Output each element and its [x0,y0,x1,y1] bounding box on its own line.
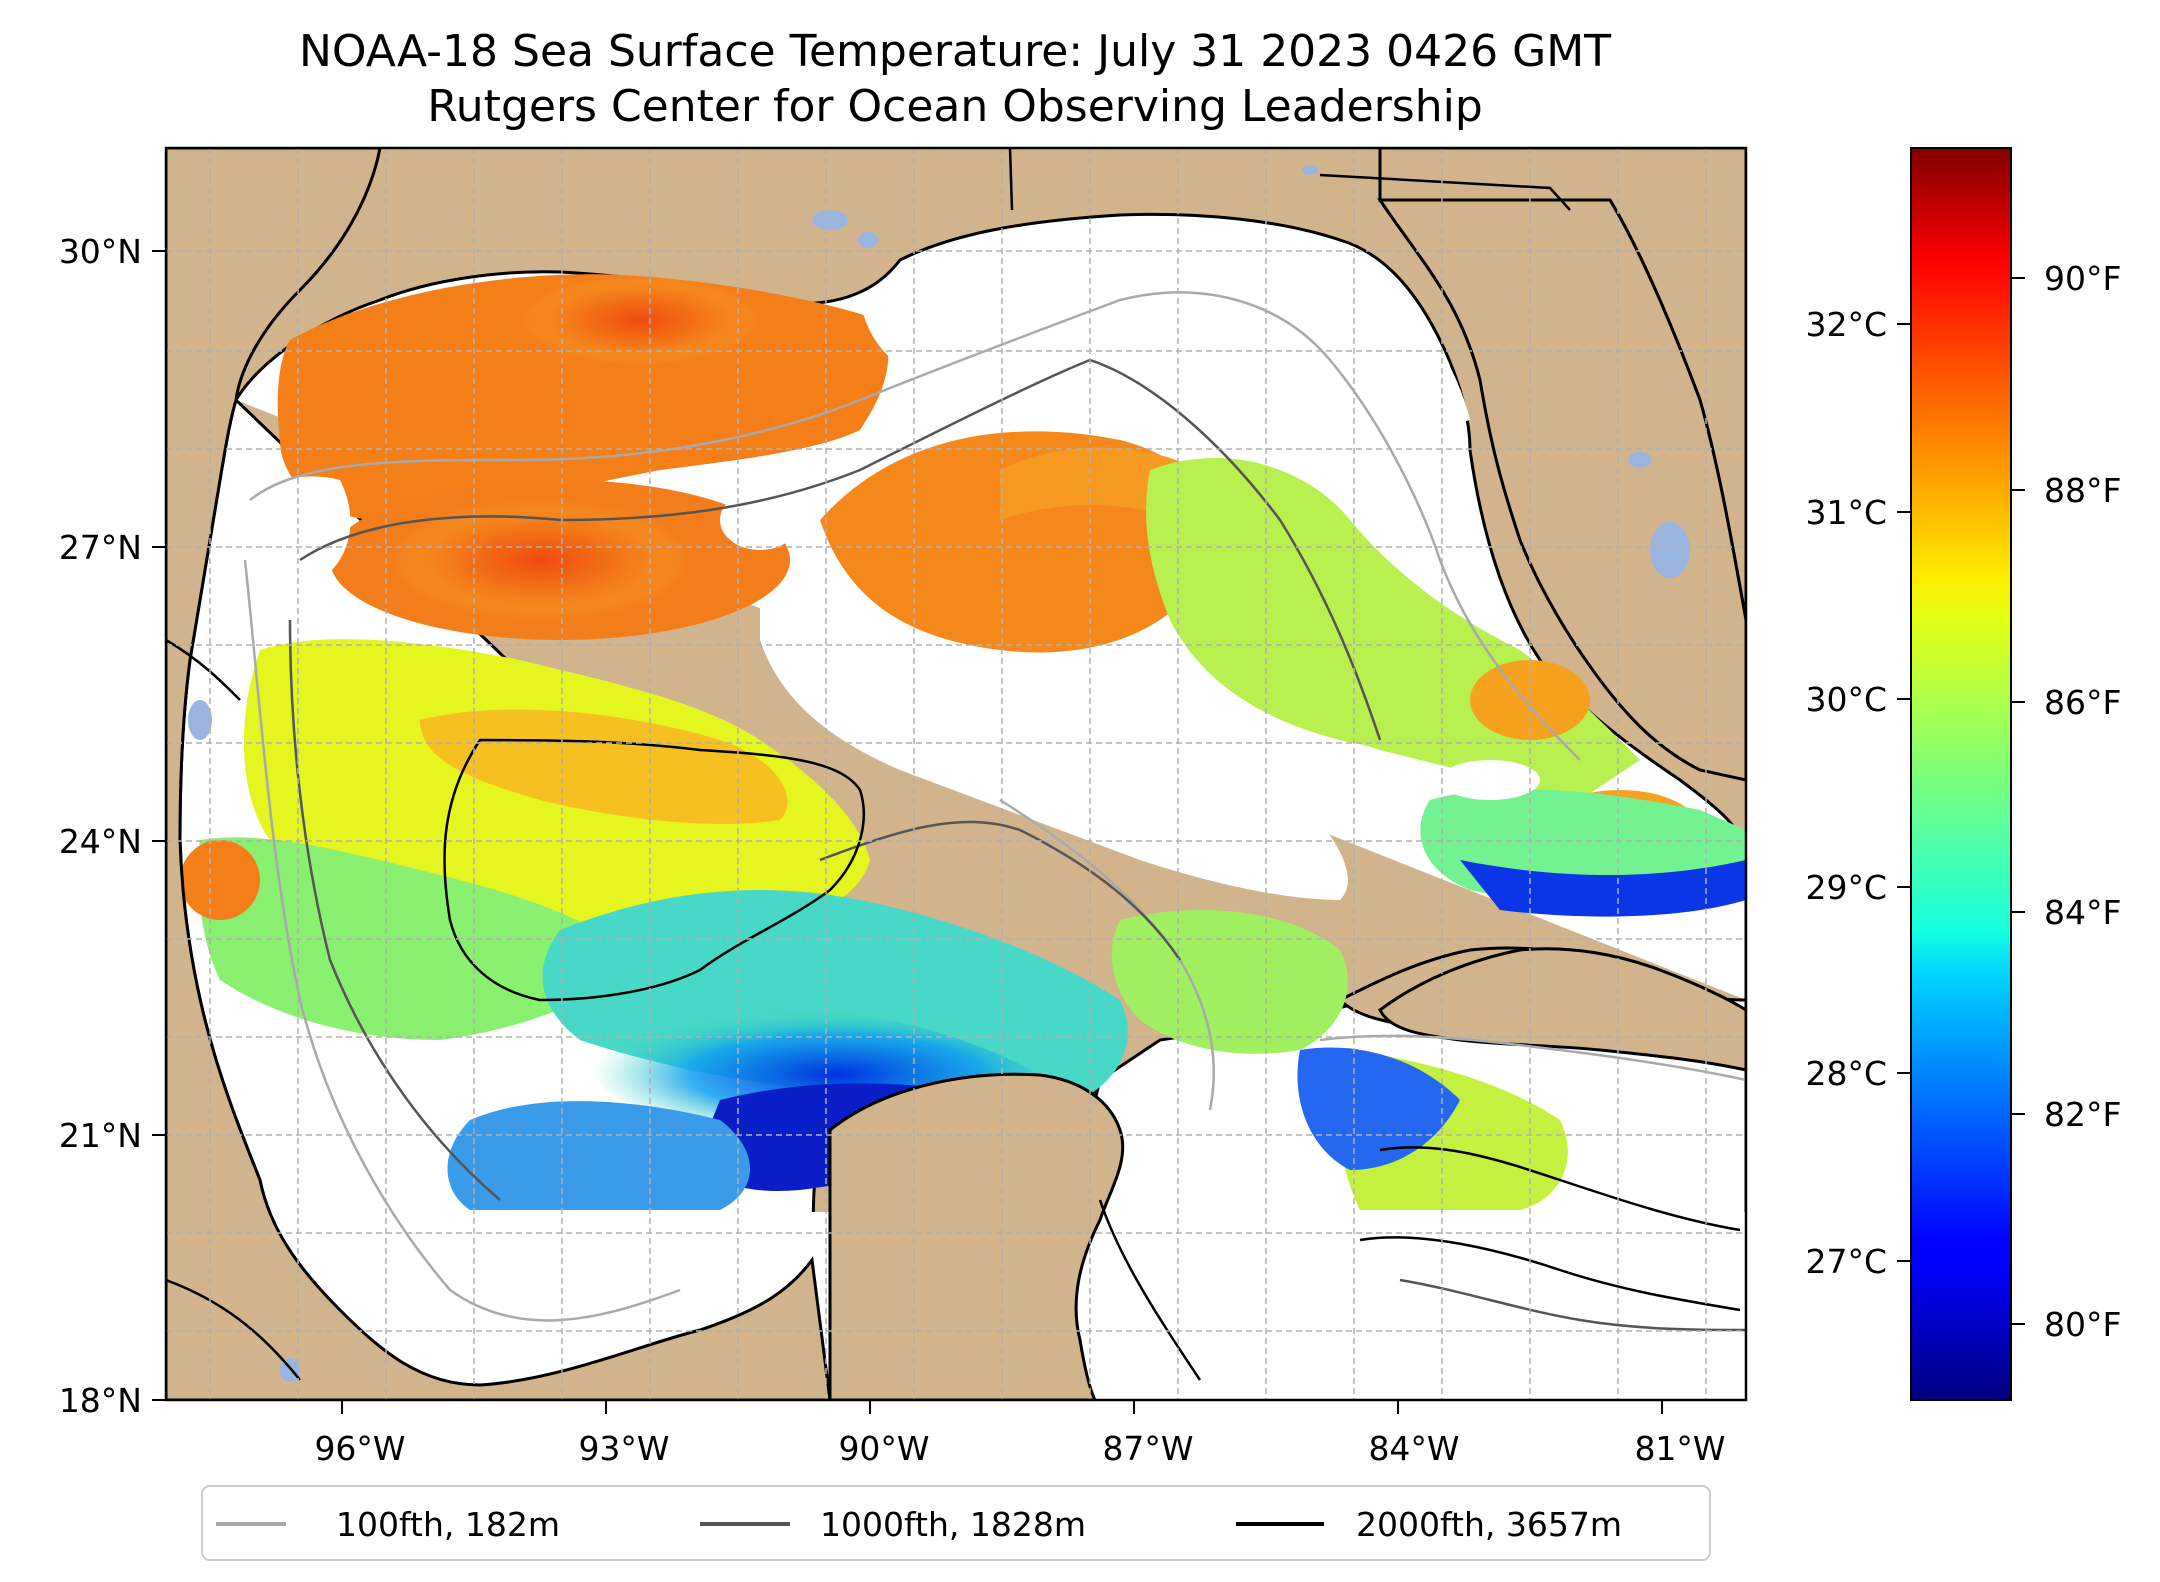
celsius-label: 31°C [1805,493,1887,532]
celsius-label: 28°C [1805,1054,1887,1093]
celsius-label: 30°C [1805,680,1887,719]
celsius-label: 32°C [1805,305,1887,344]
fahrenheit-label: 90°F [2044,259,2121,298]
chart-title: NOAA-18 Sea Surface Temperature: July 31… [298,26,1612,77]
chart-subtitle: Rutgers Center for Ocean Observing Leade… [427,81,1483,132]
lat-label: 27°N [59,528,142,567]
longitude-axis [341,1400,1663,1414]
latitude-axis [152,250,166,1401]
legend-label: 2000fth, 3657m [1356,1505,1622,1544]
celsius-label: 27°C [1805,1242,1887,1281]
yucatan [828,1072,1125,1400]
map-frame [164,146,1748,1402]
gridlines [166,148,1746,1400]
political-borders [166,148,1571,1381]
fahrenheit-label: 86°F [2044,683,2121,722]
legend-label: 1000fth, 1828m [820,1505,1086,1544]
florida-west-coast [1377,198,1746,782]
fahrenheit-label: 80°F [2044,1305,2121,1344]
fahrenheit-label: 88°F [2044,471,2121,510]
lon-label: 90°W [838,1429,929,1468]
mexico-coast [166,148,832,1400]
lat-label: 18°N [59,1381,142,1420]
bathymetry-contours [243,291,1746,1332]
colorbar [1910,147,2012,1401]
lat-label: 30°N [59,232,142,271]
fahrenheit-label: 84°F [2044,893,2121,932]
lakes [188,165,1690,1382]
colorbar-fahrenheit-ticks [2011,277,2025,1325]
lon-label: 87°W [1102,1429,1193,1468]
legend: 100fth, 182m 1000fth, 1828m 2000fth, 365… [201,1485,1711,1561]
lon-label: 81°W [1634,1429,1725,1468]
map-area [166,148,1746,1400]
celsius-label: 29°C [1805,868,1887,907]
lon-label: 93°W [578,1429,669,1468]
lon-label: 96°W [314,1429,405,1468]
legend-label: 100fth, 182m [336,1505,560,1544]
lon-label: 84°W [1368,1429,1459,1468]
lat-label: 21°N [59,1116,142,1155]
fahrenheit-label: 82°F [2044,1095,2121,1134]
lat-label: 24°N [59,822,142,861]
colorbar-celsius-ticks [1897,323,1911,1262]
